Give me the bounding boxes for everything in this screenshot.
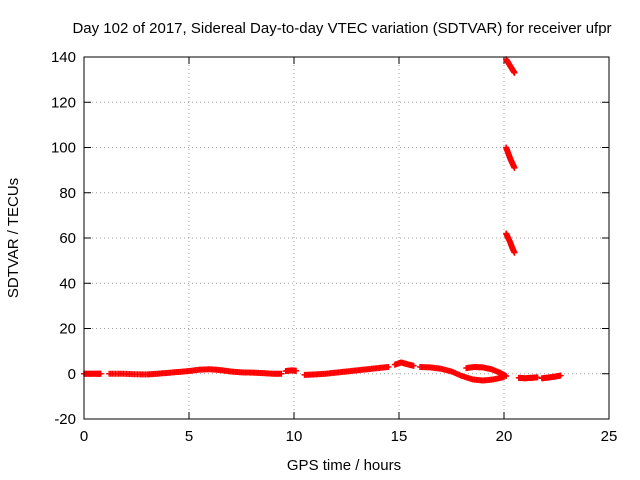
data-point [511,249,518,256]
grid [84,57,609,419]
y-axis-label: SDTVAR / TECUs [5,178,22,298]
data-point [503,373,510,380]
y-tick-label: 80 [59,185,76,202]
x-tick-label: 15 [391,428,408,445]
data-point [534,374,541,381]
chart-title: Day 102 of 2017, Sidereal Day-to-day VTE… [72,20,611,37]
x-tick-label: 10 [286,428,303,445]
data-segment [282,367,300,375]
data-point [511,69,518,76]
y-tick-label: 0 [68,366,76,383]
data-point [97,370,104,377]
data-segment [515,374,541,382]
y-tick-label: 120 [51,94,76,111]
data-segment [301,363,392,378]
data-segment [503,230,518,256]
data-segment [503,56,518,76]
data-point [293,367,300,374]
data-segment [106,366,285,378]
data-point [557,372,564,379]
y-tick-label: 20 [59,321,76,338]
y-tick-label: 60 [59,230,76,247]
data-point [410,362,417,369]
data-point [385,363,392,370]
y-tick-label: 40 [59,275,76,292]
data-segment [538,372,564,382]
x-axis-label: GPS time / hours [287,457,401,474]
series-sdtvar [81,56,564,384]
data-segment [391,359,417,369]
data-segment [503,144,518,171]
y-tick-label: 140 [51,49,76,66]
data-series [81,56,564,384]
x-tick-label: 5 [185,428,193,445]
x-tick-label: 25 [601,428,618,445]
data-point [511,164,518,171]
data-point [278,370,285,377]
x-tick-label: 0 [80,428,88,445]
y-tick-label: 100 [51,140,76,157]
data-segment [417,363,507,384]
data-segment [463,363,510,380]
plot-frame [83,56,610,420]
y-tick-label: -20 [54,411,76,428]
x-tick-label: 20 [496,428,513,445]
